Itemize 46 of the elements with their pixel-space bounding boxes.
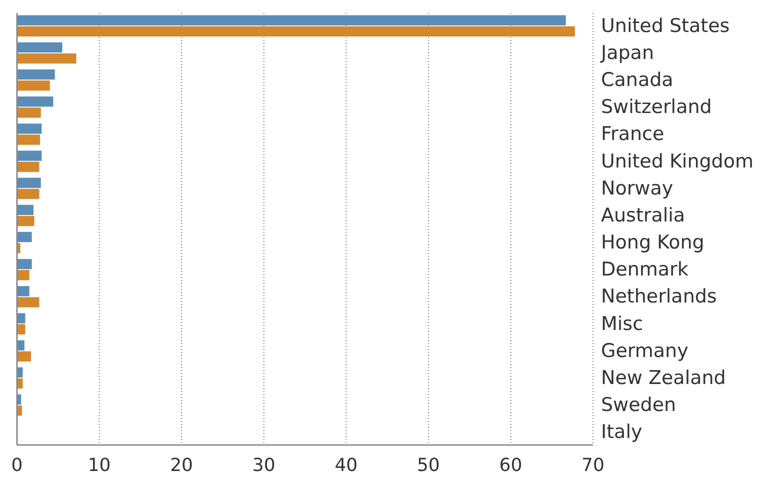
y-tick-label: Denmark [601,258,688,281]
bar [17,134,40,145]
bar [17,80,50,91]
bar [17,270,30,280]
y-tick-label: Misc [601,312,644,335]
bar [17,15,566,26]
y-tick-label: United States [601,14,730,37]
bar [17,124,42,134]
bar [17,108,41,118]
x-tick-label: 20 [170,455,194,476]
y-tick-label: Hong Kong [601,232,704,254]
x-tick-label: 0 [11,455,23,476]
bar [17,53,76,64]
y-tick-label: France [601,123,664,146]
bar [17,297,40,308]
x-tick-label: 60 [499,455,522,476]
x-tick-label: 50 [416,455,440,476]
bar [17,26,575,36]
y-tick-label: Sweden [601,394,676,416]
y-tick-label: Germany [601,340,688,362]
bar [17,96,54,107]
bar [17,178,41,188]
x-tick-label: 70 [582,455,604,476]
y-tick-label: Australia [601,204,686,226]
bar [17,188,40,199]
bar [17,286,30,296]
bar [17,232,32,242]
bar [17,150,42,161]
bar [17,69,55,80]
y-tick-label: Switzerland [601,96,712,118]
y-tick-label: Canada [601,69,674,92]
bar [17,162,40,172]
y-tick-label: Netherlands [601,286,717,308]
y-tick-label: New Zealand [601,366,726,389]
bar [17,42,62,53]
y-tick-label: Norway [601,177,674,200]
x-tick-label: 30 [252,455,276,476]
y-tick-label: Japan [600,42,654,64]
bar [17,204,34,216]
bar [17,351,31,362]
x-tick-label: 40 [334,455,358,476]
x-tick-label: 10 [88,455,111,476]
bar [17,259,32,270]
y-tick-label: United Kingdom [601,150,754,172]
y-tick-label: Italy [601,421,642,444]
bar [17,216,34,226]
